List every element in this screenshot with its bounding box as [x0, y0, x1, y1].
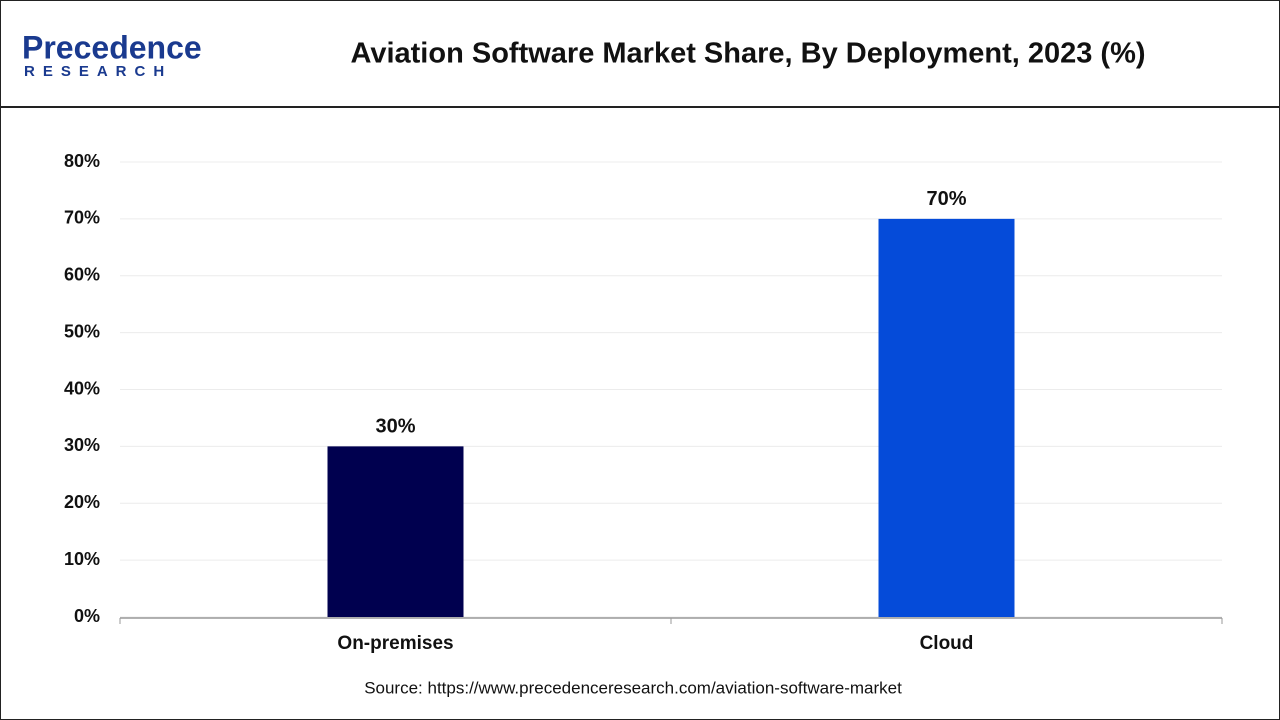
bar	[327, 446, 464, 617]
chart-title: Aviation Software Market Share, By Deplo…	[350, 38, 1145, 70]
logo-name: Precedence	[22, 29, 202, 65]
x-tick-label: On-premises	[337, 633, 453, 654]
y-tick-label: 70%	[64, 208, 100, 228]
logo-sub: RESEARCH	[24, 63, 172, 80]
y-tick-label: 40%	[64, 378, 100, 398]
bar	[878, 218, 1015, 617]
data-label: 70%	[926, 188, 966, 210]
y-tick-label: 50%	[64, 321, 100, 341]
y-tick-label: 10%	[64, 549, 100, 569]
y-tick-label: 80%	[64, 151, 100, 171]
x-tick-label: Cloud	[920, 633, 974, 654]
source: Source: https://www.precedenceresearch.c…	[364, 678, 902, 697]
y-tick-label: 60%	[64, 265, 100, 285]
y-tick-label: 30%	[64, 435, 100, 455]
y-tick-label: 20%	[64, 492, 100, 512]
data-label: 30%	[375, 416, 415, 438]
y-tick-label: 0%	[74, 606, 100, 626]
